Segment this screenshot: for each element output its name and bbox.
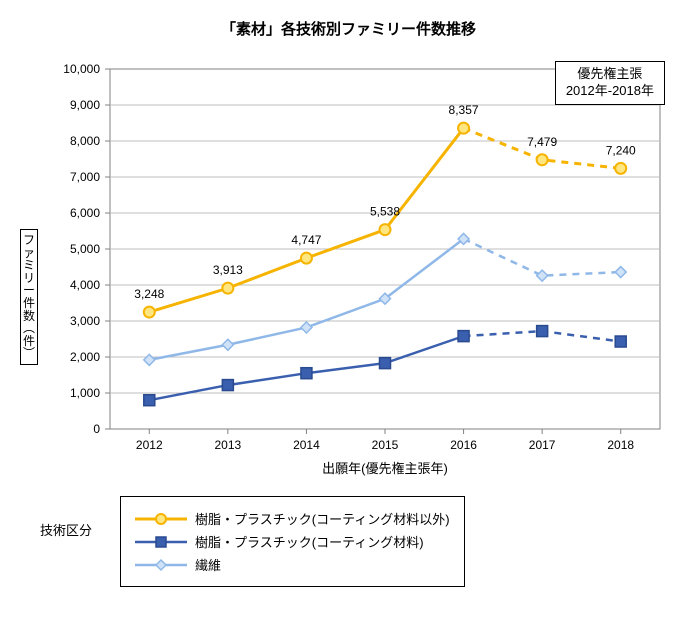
y-tick-label: 3,000 [70,314,100,328]
y-tick-label: 2,000 [70,350,100,364]
y-axis-title-char: ︶ [23,347,35,360]
data-label: 8,357 [449,103,479,117]
y-axis-title-char: 件 [23,297,35,310]
y-tick-label: 9,000 [70,98,100,112]
legend-row: 技術区分 樹脂・プラスチック(コーティング材料以外)樹脂・プラスチック(コーティ… [40,496,697,587]
data-label: 4,747 [291,233,321,247]
x-tick-label: 2016 [450,438,477,452]
y-axis-title-char: フ [23,234,35,247]
legend-swatch [135,512,187,526]
legend-item-resin_noncoating: 樹脂・プラスチック(コーティング材料以外) [135,509,450,528]
chart-title: 「素材」各技術別ファミリー件数推移 [0,0,697,49]
legend-item-resin_coating: 樹脂・プラスチック(コーティング材料) [135,532,450,551]
note-line2: 2012年-2018年 [566,83,654,100]
x-axis-title: 出願年(優先権主張年) [322,461,448,476]
y-tick-label: 4,000 [70,278,100,292]
x-tick-label: 2013 [215,438,242,452]
legend-swatch [135,558,187,572]
x-tick-label: 2015 [372,438,399,452]
y-axis-title-char: ︵ [23,322,35,335]
legend-group-label: 技術区分 [40,496,92,539]
data-label: 7,240 [606,143,636,157]
chart-svg: 0 1,000 2,000 3,000 4,000 5,000 6,000 7,000 8,00… [20,49,680,479]
legend-item-fiber: 繊維 [135,555,450,574]
chart-container: ファミリー件数︵件︶ 01,0002,0003,0004,0005,0006,0… [20,49,697,484]
y-tick-label: 5,000 [70,242,100,256]
y-axis-title: ファミリー件数︵件︶ [20,229,38,365]
y-tick-label: 8,000 [70,134,100,148]
x-tick-label: 2014 [293,438,320,452]
y-axis-title-char: ミ [23,259,35,272]
data-label: 3,248 [134,287,164,301]
legend-label: 樹脂・プラスチック(コーティング材料) [195,532,424,551]
note-line1: 優先権主張 [566,66,654,83]
data-label: 5,538 [370,205,400,219]
x-tick-label: 2018 [607,438,634,452]
legend-box: 樹脂・プラスチック(コーティング材料以外) 樹脂・プラスチック(コーティング材料)… [120,496,465,587]
y-tick-label: 7,000 [70,170,100,184]
legend-label: 樹脂・プラスチック(コーティング材料以外) [195,509,450,528]
legend-swatch [135,535,187,549]
y-tick-label: 0 [93,422,100,436]
y-tick-label: 6,000 [70,206,100,220]
legend-label: 繊維 [195,555,221,574]
x-tick-label: 2017 [529,438,556,452]
y-tick-label: 10,000 [63,62,100,76]
data-label: 7,479 [527,135,557,149]
period-note: 優先権主張 2012年-2018年 [555,61,665,105]
data-label: 3,913 [213,263,243,277]
x-tick-label: 2012 [136,438,163,452]
y-tick-label: 1,000 [70,386,100,400]
